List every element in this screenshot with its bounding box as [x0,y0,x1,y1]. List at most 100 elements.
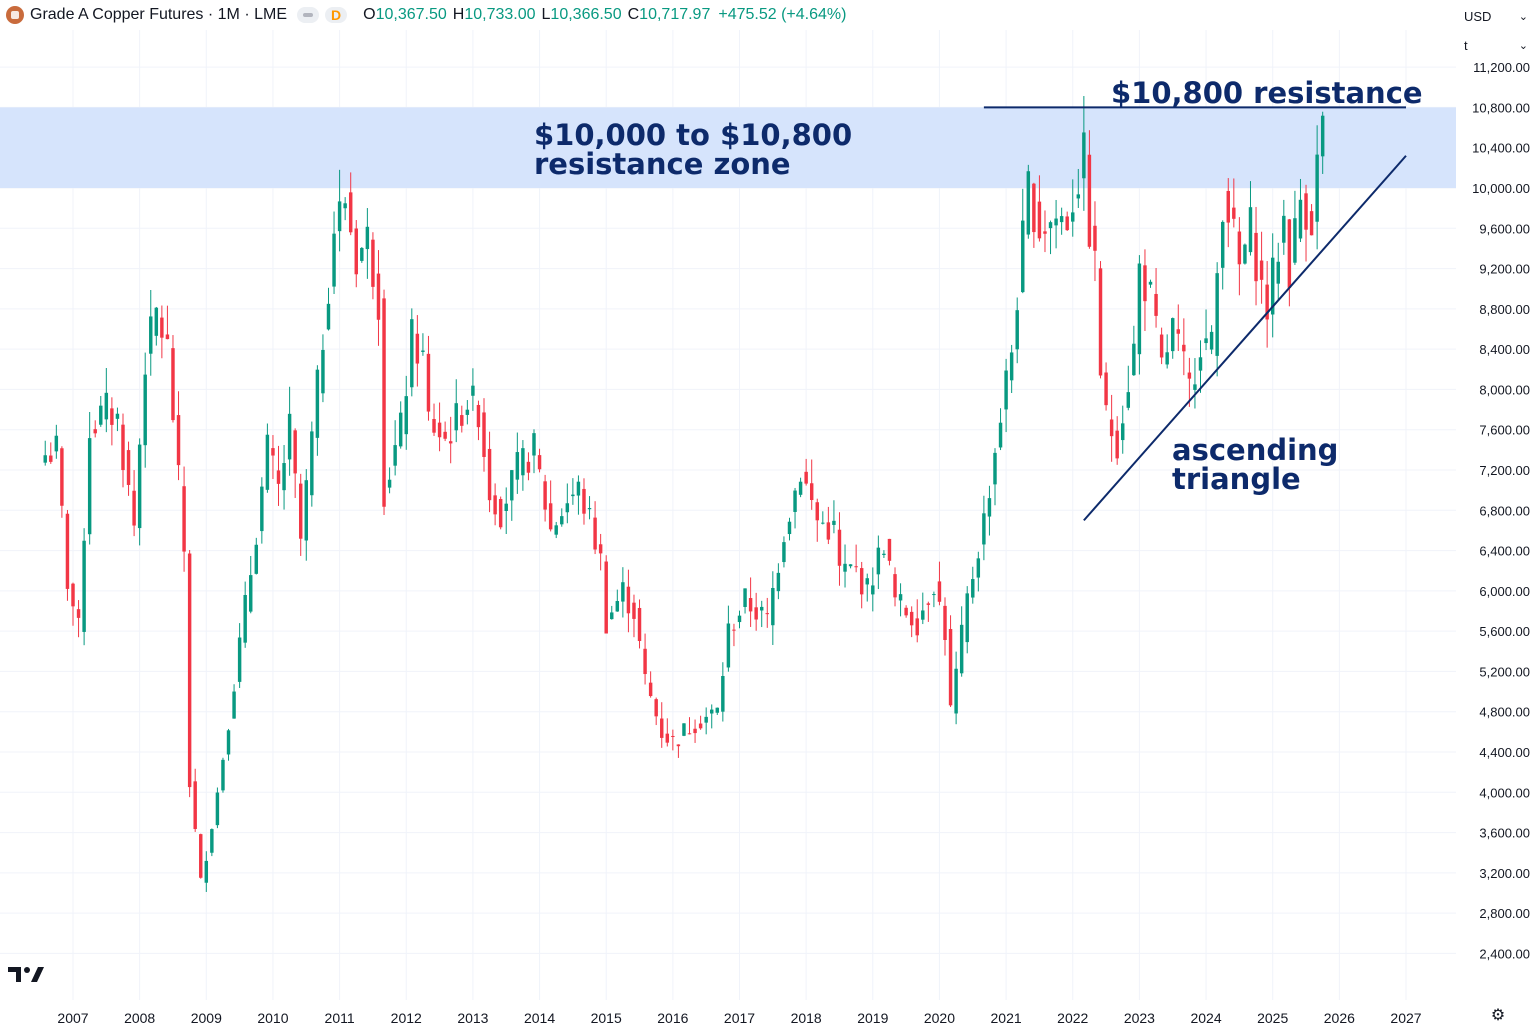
candle [848,564,853,567]
price-axis[interactable]: 2,400.00 2,800.00 3,200.00 3,600.00 4,000.00… [1456,0,1540,1000]
candle [321,349,325,394]
candle [715,707,720,713]
candle [249,575,253,612]
visibility-toggle-icon[interactable] [297,7,319,23]
candle [871,585,875,595]
candle [621,582,625,602]
candle [693,728,697,734]
y-tick-label: 4,800.00 [1479,705,1530,720]
candlestick-series [43,96,1325,892]
candle [837,529,842,566]
candle [1121,423,1125,441]
candle [1032,183,1036,233]
delayed-data-badge[interactable]: D [325,7,348,23]
close-value: 10,717.97 [639,6,711,23]
time-axis[interactable]: 2007 2008 2009 2010 2011 2012 2013 2014 2015 2016… [57,1010,1421,1026]
candle [121,424,125,471]
candle [1198,357,1203,371]
candle [82,540,86,632]
y-tick-label: 3,600.00 [1479,826,1530,841]
candle [1104,372,1108,406]
candle [354,228,358,275]
y-tick-label: 4,000.00 [1479,785,1530,800]
candle [1132,343,1136,376]
candle [676,744,681,747]
candle [1293,218,1297,263]
candle [1143,265,1147,302]
candle [404,396,408,435]
zone-label-line2: resistance zone [534,147,791,181]
candle [126,450,131,485]
candle [476,404,481,428]
tradingview-logo-icon[interactable] [8,964,44,990]
x-tick-label: 2007 [57,1010,88,1026]
candle [1187,372,1192,379]
candle [571,494,575,497]
candle [604,561,608,634]
y-tick-label: 7,600.00 [1479,423,1530,438]
candle [298,483,303,539]
x-tick-label: 2018 [791,1010,822,1026]
candle [432,418,436,433]
candle [226,730,231,755]
candle [593,517,597,550]
candle [976,558,981,578]
candle [315,369,320,438]
candle [276,470,281,484]
candle [1165,352,1169,365]
gear-icon[interactable]: ⚙ [1490,1007,1506,1024]
candle [365,226,370,250]
y-tick-label: 3,200.00 [1479,866,1530,881]
zone-label-line1: $10,000 to $10,800 [534,118,852,152]
candle [554,525,558,535]
candle [71,583,75,607]
triangle-label-line1: ascending [1172,433,1338,467]
candle [954,668,958,714]
candle [282,463,286,491]
candle [1232,207,1236,219]
candle [1243,244,1247,264]
symbol-title[interactable]: Grade A Copper Futures · 1M · LME [30,6,287,23]
candle [721,676,725,712]
x-tick-label: 2026 [1324,1010,1355,1026]
x-tick-label: 2025 [1257,1010,1288,1026]
candle [132,490,136,526]
candle [754,607,758,620]
candle [1115,430,1119,459]
unit-value: t [1464,37,1468,53]
candle [237,637,242,682]
candle [615,601,620,612]
candle [49,455,53,462]
x-tick-label: 2011 [325,1010,355,1026]
candle [521,448,525,476]
unit-select[interactable]: t ⌄ [1458,32,1534,58]
candle [76,609,81,618]
candle [165,334,170,340]
candle [876,547,881,575]
candle [43,455,47,463]
candle [293,430,297,474]
currency-value: USD [1464,8,1492,24]
y-tick-label: 9,200.00 [1479,262,1530,277]
candle [904,607,908,616]
candle [532,433,536,456]
candle [1309,211,1314,236]
currency-select[interactable]: USD ⌄ [1458,3,1534,29]
candle [548,503,553,530]
candle [526,461,531,473]
candle [698,723,703,729]
y-tick-label: 6,800.00 [1479,503,1530,518]
candle [660,718,664,738]
candle [787,521,792,535]
candle [687,733,692,735]
high-label: H [452,6,465,23]
candle [87,438,92,535]
ascending-trendline [1083,155,1407,522]
candle [1082,132,1086,179]
candle [743,588,747,607]
candle [987,498,992,517]
x-tick-label: 2021 [991,1010,1022,1026]
candle [393,445,397,466]
candle [1009,352,1014,381]
